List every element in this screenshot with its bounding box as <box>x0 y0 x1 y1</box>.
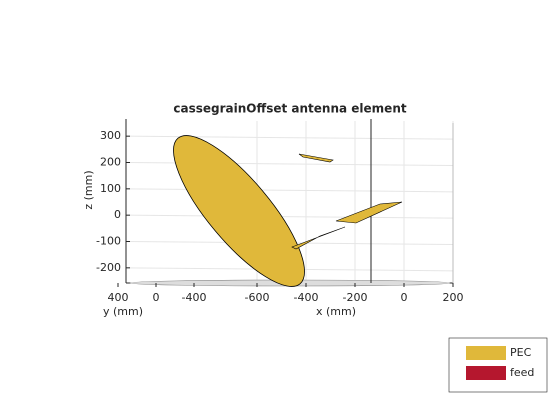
x-tick-label: 0 <box>401 291 408 304</box>
main-reflector <box>173 135 305 287</box>
grid-line <box>125 214 454 219</box>
x-tick-label: -600 <box>245 291 270 304</box>
x-tick-label: 200 <box>443 291 464 304</box>
x-tick-label: -400 <box>294 291 319 304</box>
z-tick-label: -100 <box>96 235 121 248</box>
z-tick-label: 0 <box>114 208 121 221</box>
feed-support <box>291 226 346 250</box>
y-tick-label: 0 <box>153 291 160 304</box>
y-axis-label: y (mm) <box>103 305 143 318</box>
sub-reflector <box>298 153 334 163</box>
z-tick-label: 200 <box>100 156 121 169</box>
z-axis-label: z (mm) <box>82 170 95 209</box>
legend-swatch <box>466 366 506 380</box>
y-tick-label: -400 <box>182 291 207 304</box>
x-tick-label: -200 <box>343 291 368 304</box>
x-axis-label: x (mm) <box>316 305 356 318</box>
feed-horn <box>335 201 403 224</box>
grid-line <box>125 188 454 193</box>
legend-swatch <box>466 346 506 360</box>
chart-title: cassegrainOffset antenna element <box>173 102 406 116</box>
legend-label: feed <box>510 366 534 379</box>
z-tick-label: 300 <box>100 129 121 142</box>
z-tick-label: 100 <box>100 182 121 195</box>
y-tick-label: 400 <box>108 291 129 304</box>
legend-label: PEC <box>510 346 532 359</box>
z-tick-label: -200 <box>96 261 121 274</box>
